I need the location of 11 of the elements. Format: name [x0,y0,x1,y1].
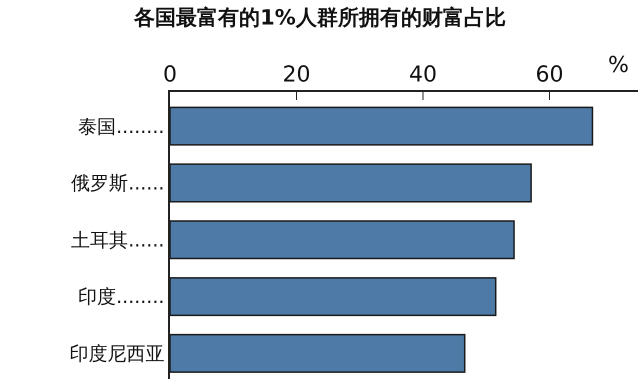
y-tick-label: 泰国........ [78,116,164,138]
x-tick-label: 40 [408,62,437,88]
x-tick-label: 60 [535,62,564,88]
x-axis-title: % [608,53,629,78]
y-tick-label: 印度尼西亚 [69,343,164,366]
y-tick-label: 土耳其...... [71,229,164,252]
x-tick-label: 20 [282,62,310,88]
y-tick-label: 印度........ [78,286,164,308]
chart-title: 各国最富有的1%人群所拥有的财富占比 [133,5,506,30]
x-tick-label: 0 [163,62,177,88]
y-tick-label: 俄罗斯...... [71,172,164,195]
